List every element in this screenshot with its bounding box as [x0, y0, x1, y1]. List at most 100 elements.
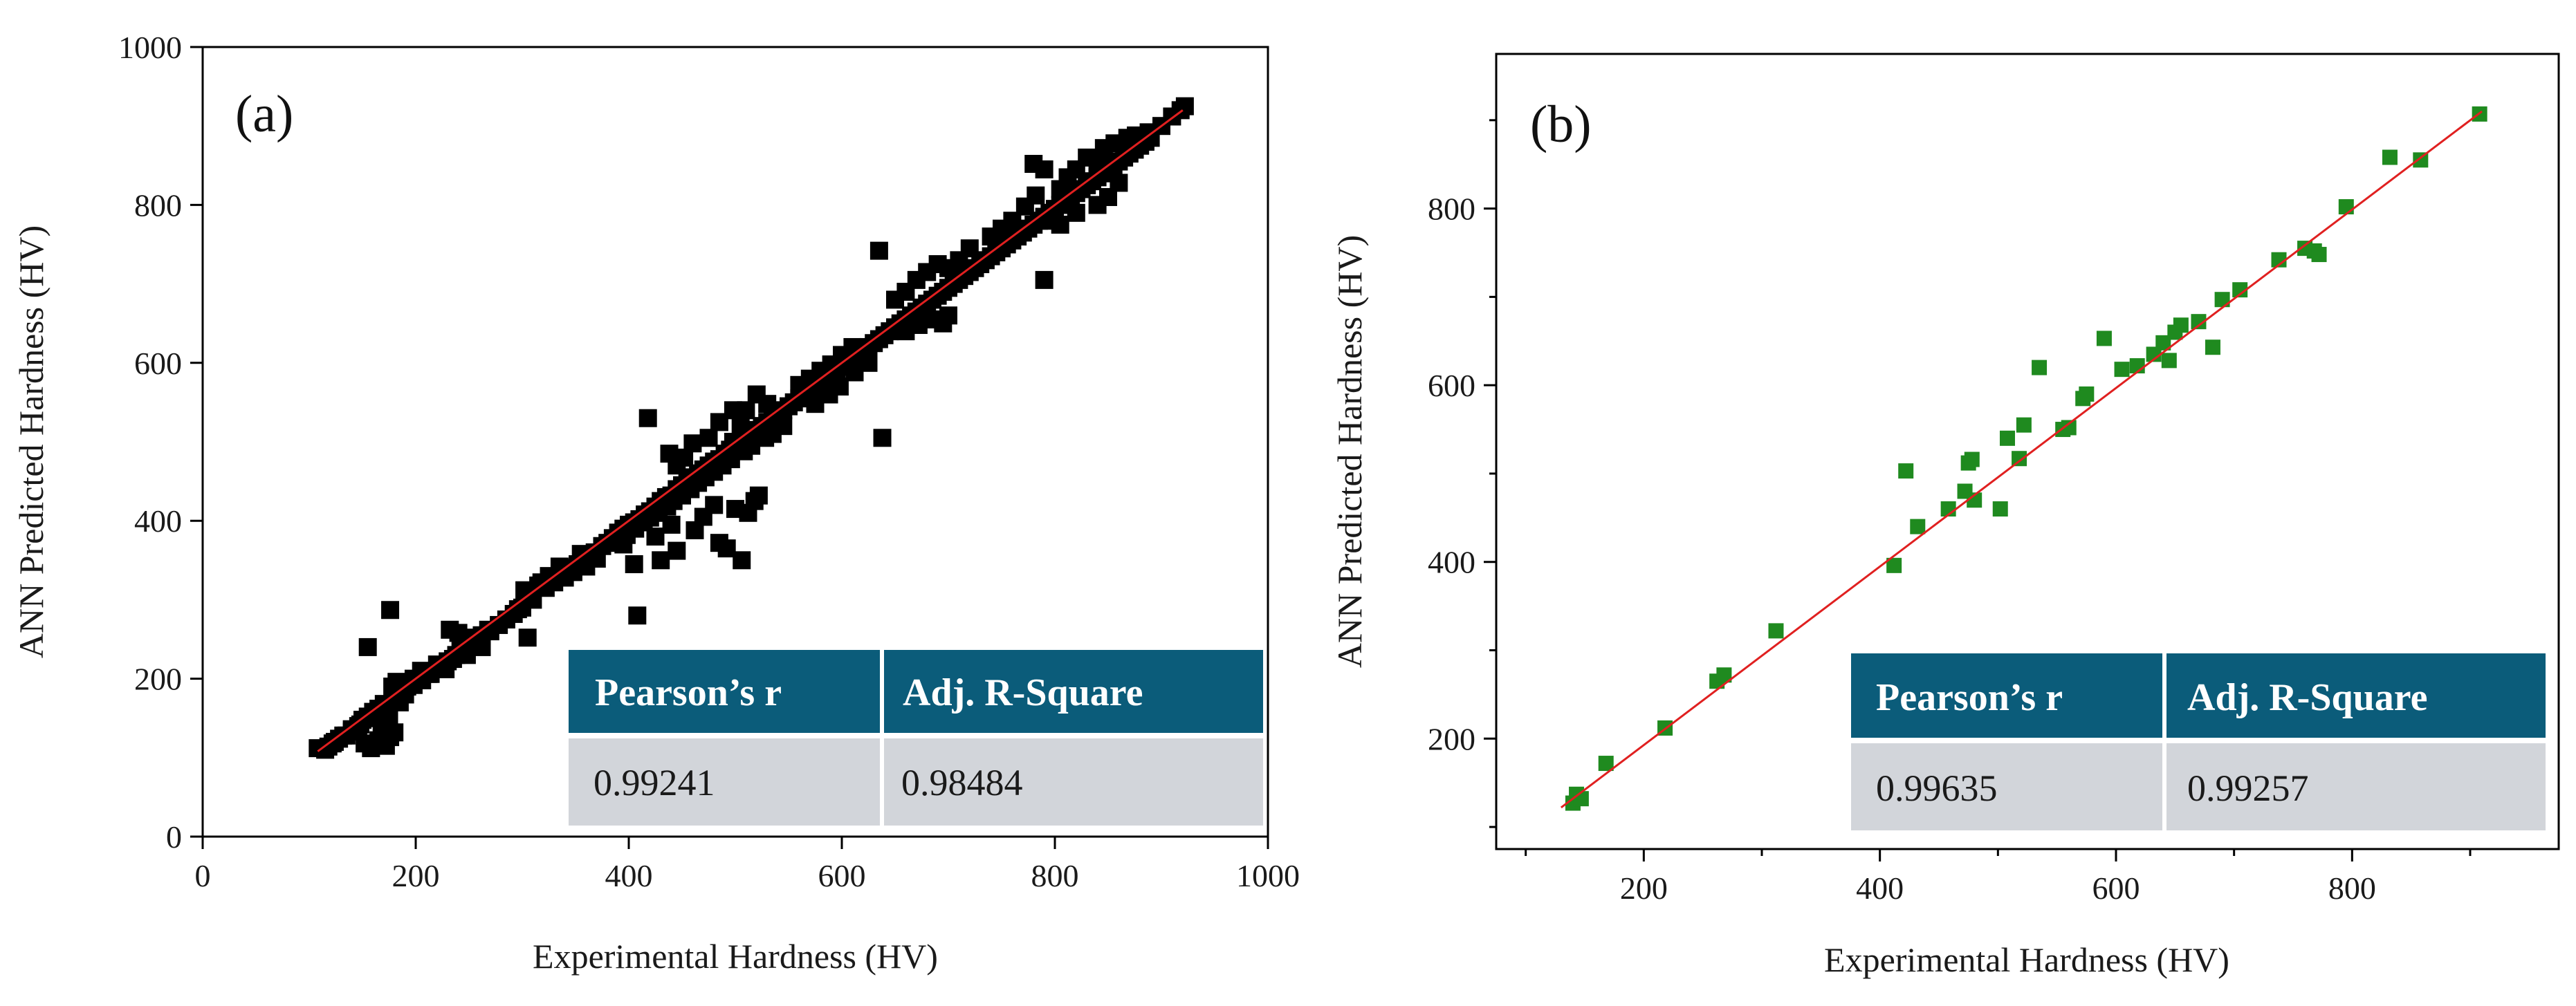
panel-b-point-24 [2079, 386, 2095, 402]
panel-b-point-15 [1967, 492, 1982, 508]
panel-b-point-34 [2205, 339, 2220, 355]
panel-a-point-171 [668, 541, 686, 560]
panel-a-table-header-bg-1 [569, 650, 880, 733]
panel-a-table-header-pearson: Pearson’s r [595, 671, 782, 714]
panel-a-y-tick-label-3: 600 [134, 346, 182, 381]
panel-a-point-293 [319, 737, 338, 756]
panel-a-point-238 [1051, 215, 1069, 234]
panel-a-x-axis-title: Experimental Hardness (HV) [533, 937, 938, 976]
panel-a-y-tick-label-0: 0 [166, 819, 182, 855]
panel-a-point-272 [515, 581, 534, 599]
panel-a-x-tick-label-0: 0 [195, 858, 211, 893]
panel-a-x-tick-label-2: 400 [605, 858, 653, 893]
panel-b-x-tick-label-1: 400 [1856, 870, 1904, 906]
panel-b-table-header-bg-1 [1851, 653, 2162, 738]
panel-a-point-220 [1035, 270, 1054, 289]
panel-a-point-181 [749, 486, 768, 505]
panel-b-point-33 [2191, 314, 2207, 330]
panel-b-y-tick-label-3: 800 [1428, 192, 1475, 227]
panel-a-axis-ticks: 0 200 400 600 800 1000 0 200 400 600 800 1000 [118, 30, 1300, 893]
panel-b-point-9 [1898, 463, 1914, 479]
panel-b-point-35 [2214, 292, 2230, 308]
panel-a-point-236 [1110, 174, 1128, 192]
panel-a-point-25 [381, 601, 400, 620]
panel-a-point-178 [733, 551, 751, 570]
panel-b-point-8 [1886, 557, 1902, 573]
panel-a-point-219 [1027, 186, 1045, 205]
panel-a-point-193 [660, 445, 679, 463]
panel-b-x-axis-title: Experimental Hardness (HV) [1824, 940, 2229, 979]
panel-a-point-228 [1088, 156, 1107, 175]
panel-a-point-263 [611, 530, 629, 549]
panel-a-point-233 [1139, 123, 1158, 142]
panel-b-point-37 [2271, 252, 2287, 268]
panel-a-point-214 [960, 239, 979, 258]
panel-b-point-26 [2114, 362, 2130, 378]
panel-b-point-14 [1964, 451, 1980, 467]
panel-b-chart: 200 400 600 800 200 400 600 800 (b) Experimenta… [1330, 53, 2560, 979]
panel-a-point-167 [625, 555, 643, 574]
panel-b-point-6 [1716, 667, 1732, 683]
panel-b-table-cell-bg-1 [1851, 743, 2162, 830]
panel-a-table-value-pearson: 0.99241 [594, 762, 715, 803]
panel-a-x-tick-label-4: 800 [1031, 858, 1079, 893]
panel-a-y-tick-label-2: 400 [134, 503, 182, 539]
panel-a-table-header-r-square: Adj. R-Square [903, 671, 1143, 714]
panel-a-point-213 [939, 306, 957, 325]
panel-b-y-tick-label-2: 600 [1428, 368, 1475, 403]
panel-a-point-183 [731, 417, 750, 436]
panel-b-y-tick-label-0: 200 [1428, 721, 1475, 756]
panel-a-point-189 [699, 429, 718, 447]
panel-a-table-value-r-square: 0.98484 [901, 762, 1023, 803]
panel-b-y-tick-label-1: 400 [1428, 545, 1475, 580]
panel-b-table-header-pearson: Pearson’s r [1876, 676, 2063, 719]
panel-b-point-41 [2338, 199, 2354, 215]
panel-a-y-tick-label-1: 200 [134, 662, 182, 697]
panel-a-x-tick-label-5: 1000 [1236, 858, 1300, 893]
panel-a-plot-frame [201, 46, 1269, 838]
panel-a-x-tick-label-1: 200 [392, 858, 440, 893]
panel-b-point-16 [1992, 501, 2008, 517]
panel-b-table-header-bg-2 [2166, 653, 2546, 738]
panel-a-y-tick-label-4: 800 [134, 187, 182, 223]
panel-a-point-170 [652, 551, 670, 570]
panel-a-y-axis-title: ANN Predicted Hardness (HV) [12, 225, 50, 658]
panel-b-point-22 [2061, 420, 2077, 436]
panel-b-x-tick-label-0: 200 [1620, 870, 1668, 906]
panel-a-point-200 [870, 241, 888, 260]
panel-a-x-tick-label-3: 600 [818, 858, 866, 893]
panel-b-point-29 [2155, 335, 2171, 351]
panel-b-point-10 [1910, 519, 1926, 534]
panel-a-fit-line [317, 109, 1184, 752]
panel-b-point-25 [2096, 330, 2112, 346]
panel-b-table-value-pearson: 0.99635 [1876, 767, 1998, 809]
panel-b-point-28 [2146, 346, 2162, 362]
panel-b-point-36 [2232, 282, 2248, 298]
panel-a-label: (a) [235, 85, 293, 143]
panel-a-points [309, 97, 1194, 759]
panel-b-points [1565, 106, 2487, 811]
panel-b-point-19 [2016, 417, 2032, 433]
panel-a-point-24 [358, 637, 377, 656]
panel-b-point-42 [2382, 149, 2398, 165]
panel-b-point-3 [1598, 756, 1614, 772]
panel-a-table-cell-bg-1 [569, 738, 880, 826]
panel-b-table-value-r-square: 0.99257 [2187, 767, 2309, 809]
panel-a-point-165 [638, 409, 657, 427]
panel-a-point-201 [873, 429, 892, 447]
panel-b-plot-frame [1495, 53, 2560, 850]
panel-b-axis-ticks: 200 400 600 800 200 400 600 800 [1428, 119, 2472, 906]
panel-b-point-20 [2032, 360, 2048, 375]
panel-a-point-237 [1067, 203, 1085, 222]
panel-b-x-tick-label-3: 800 [2328, 870, 2376, 906]
panel-a-point-188 [710, 413, 728, 431]
panel-a-table-header-bg-2 [884, 650, 1263, 733]
panel-b-y-axis-title: ANN Predicted Hardness (HV) [1330, 235, 1369, 668]
panel-a-chart: 0 200 400 600 800 1000 0 200 400 600 800 1000 (a) E… [12, 30, 1300, 976]
panel-b-table-header-r-square: Adj. R-Square [2187, 676, 2427, 719]
panel-b-point-18 [2012, 451, 2027, 467]
panel-a-point-186 [758, 395, 777, 413]
panel-b-point-32 [2173, 317, 2189, 333]
panel-b-point-40 [2311, 247, 2327, 263]
